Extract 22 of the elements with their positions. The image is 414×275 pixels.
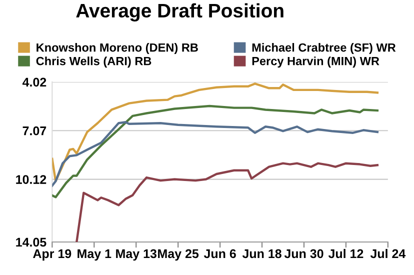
- x-tick-label: Jun 18: [242, 249, 282, 258]
- line-series: [76, 162, 379, 242]
- x-tick-label: Jun 6: [204, 249, 236, 258]
- y-tick-label: 14.05: [16, 238, 46, 247]
- chart-title: Average Draft Position: [76, 3, 284, 22]
- y-tick-label: 7.07: [22, 126, 46, 136]
- y-tick-label: 4.02: [22, 78, 46, 87]
- legend-label: Chris Wells (ARI) RB: [36, 56, 152, 68]
- x-tick-label: May 13: [116, 249, 156, 261]
- y-tick-label: 10.12: [16, 175, 46, 184]
- legend-label: Knowshon Moreno (DEN) RB: [36, 43, 198, 54]
- x-tick-label: Apr 19: [33, 249, 72, 261]
- x-tick-label: Jul 12: [328, 248, 364, 258]
- legend-label: Percy Harvin (MIN) WR: [252, 56, 380, 68]
- line-series: [52, 121, 379, 187]
- legend-label: Michael Crabtree (SF) WR: [252, 43, 396, 54]
- x-tick-label: Jul 24: [370, 248, 406, 258]
- x-tick-label: May 1: [78, 249, 112, 261]
- line-series: [52, 82, 379, 182]
- x-tick-label: Jun 30: [284, 249, 324, 258]
- x-tick-label: May 25: [158, 249, 199, 261]
- line-series: [52, 104, 379, 198]
